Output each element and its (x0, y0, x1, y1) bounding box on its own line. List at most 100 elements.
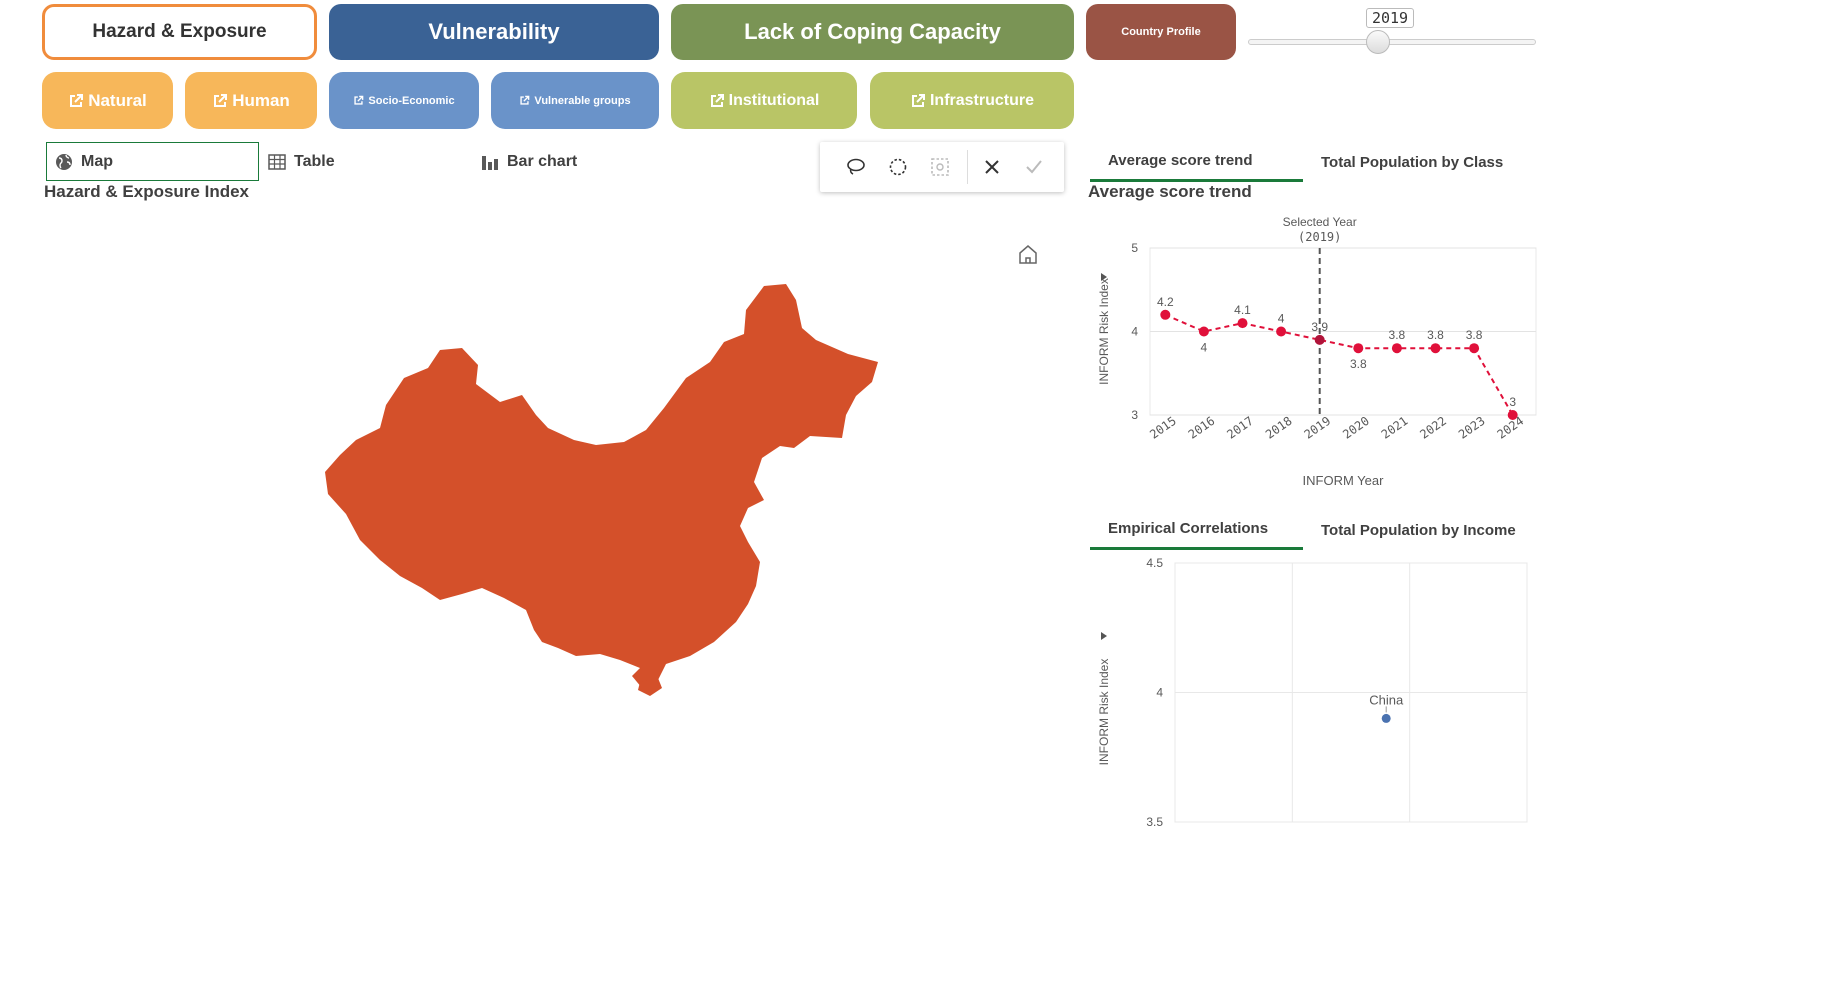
trend-chart-title: Average score trend (1088, 182, 1252, 201)
natural-button[interactable]: Natural (42, 72, 173, 129)
selected-year-annotation-value: (2019) (1298, 230, 1341, 244)
average-score-trend-chart[interactable]: Selected Year (2019) 4.2 4 4.1 4 3.9 3.8 3.8 3.… (1088, 206, 1538, 496)
trend-data-label: 4 (1201, 341, 1208, 355)
trend-data-label: 3.8 (1350, 357, 1367, 371)
natural-button-label: Natural (88, 90, 147, 110)
trend-data-point (1237, 318, 1248, 329)
trend-data-point (1353, 343, 1364, 354)
trend-y-tick-label: 5 (1131, 241, 1138, 255)
trend-x-tick-label: 2023 (1456, 414, 1488, 442)
trend-data-label: 3.9 (1311, 320, 1328, 334)
country-profile-label: Country Profile (1121, 26, 1201, 38)
year-slider[interactable]: 2019 (1248, 6, 1538, 56)
tab-average-score-trend[interactable]: Average score trend (1090, 142, 1303, 182)
selection-toolbar (820, 142, 1064, 192)
view-tab-table[interactable]: Table (268, 142, 468, 181)
hainan-island (638, 678, 662, 696)
tab-total-population-by-class[interactable]: Total Population by Class (1303, 142, 1538, 182)
country-profile-button[interactable]: Country Profile (1086, 4, 1236, 60)
trend-data-point (1430, 343, 1441, 354)
trend-y-axis-label: INFORM Risk Index (1097, 278, 1111, 385)
tab-average-score-trend-label: Average score trend (1108, 152, 1253, 169)
tab-vulnerability-label: Vulnerability (428, 19, 560, 44)
institutional-button[interactable]: Institutional (671, 72, 857, 129)
tab-lack-of-coping-capacity[interactable]: Lack of Coping Capacity (671, 4, 1074, 60)
human-button[interactable]: Human (185, 72, 317, 129)
view-tab-map-label: Map (81, 152, 113, 170)
trend-data-point (1314, 334, 1325, 345)
scatter-y-tick-label: 4 (1156, 686, 1163, 700)
confirm-selection-button[interactable] (1010, 142, 1058, 192)
selected-year-annotation: Selected Year (1283, 215, 1357, 229)
trend-data-point (1507, 410, 1518, 420)
expand-arrow-icon (1101, 632, 1107, 640)
tab-hazard-exposure[interactable]: Hazard & Exposure (42, 4, 317, 60)
scatter-data-point (1381, 713, 1391, 723)
circle-select-button[interactable] (874, 142, 922, 192)
trend-x-tick-label: 2016 (1186, 414, 1218, 442)
trend-data-point (1198, 326, 1209, 337)
cancel-selection-button[interactable] (968, 142, 1016, 192)
expand-arrow-icon (1101, 273, 1107, 281)
map-panel-title: Hazard & Exposure Index (44, 182, 250, 201)
tab-hazard-exposure-label: Hazard & Exposure (92, 21, 267, 42)
trend-x-axis-label: INFORM Year (1303, 473, 1385, 488)
socio-economic-button[interactable]: Socio-Economic (329, 72, 479, 129)
close-icon (985, 160, 999, 174)
trend-x-tick-label: 2015 (1147, 414, 1179, 442)
trend-data-point (1160, 309, 1171, 320)
year-slider-handle[interactable] (1366, 30, 1390, 54)
trend-data-point (1276, 326, 1287, 337)
map-home-button[interactable] (1016, 242, 1044, 270)
empirical-correlations-chart[interactable]: 4.5 4 3.5 China INFORM Risk Index (1088, 552, 1538, 842)
view-tab-bar-chart-label: Bar chart (507, 152, 578, 170)
toolbar-divider (967, 150, 968, 184)
lasso-icon (847, 158, 865, 175)
year-slider-value: 2019 (1366, 8, 1414, 28)
external-link-icon (520, 95, 530, 105)
tab-total-population-by-class-label: Total Population by Class (1321, 153, 1504, 171)
checkmark-icon (1026, 160, 1042, 174)
trend-x-tick-label: 2018 (1263, 414, 1295, 442)
tab-empirical-correlations[interactable]: Empirical Correlations (1090, 510, 1303, 550)
external-link-icon (911, 93, 925, 107)
tab-lack-of-coping-capacity-label: Lack of Coping Capacity (744, 19, 1001, 44)
trend-data-label: 3 (1509, 395, 1516, 409)
trend-data-label: 3.8 (1466, 328, 1483, 342)
china-map[interactable] (300, 270, 900, 710)
globe-icon (56, 153, 72, 170)
circle-select-icon (889, 158, 907, 176)
clear-selection-area-button[interactable] (916, 142, 964, 192)
scatter-y-tick-label: 4.5 (1146, 556, 1163, 570)
tab-total-population-by-income[interactable]: Total Population by Income (1303, 510, 1538, 550)
tab-total-population-by-income-label: Total Population by Income (1321, 521, 1516, 539)
trend-series-line (1164, 313, 1514, 416)
trend-x-tick-label: 2017 (1224, 414, 1256, 442)
year-slider-track[interactable] (1248, 39, 1536, 45)
scatter-y-tick-label: 3.5 (1146, 815, 1163, 829)
view-tab-map[interactable]: Map (46, 142, 259, 181)
dashed-area-icon (931, 158, 949, 176)
external-link-icon (214, 93, 228, 107)
trend-data-label: 3.8 (1389, 328, 1406, 342)
trend-x-tick-label: 2020 (1340, 414, 1372, 442)
bar-chart-icon (482, 155, 498, 170)
trend-data-label: 4 (1278, 312, 1285, 326)
tab-vulnerability[interactable]: Vulnerability (329, 4, 659, 60)
view-tab-bar-chart[interactable]: Bar chart (481, 142, 681, 181)
china-region (325, 284, 878, 688)
infrastructure-button[interactable]: Infrastructure (870, 72, 1074, 129)
trend-data-label: 4.2 (1157, 295, 1174, 309)
institutional-button-label: Institutional (728, 91, 820, 109)
vulnerable-groups-button[interactable]: Vulnerable groups (491, 72, 659, 129)
home-icon (1019, 245, 1037, 264)
external-link-icon (710, 93, 724, 107)
trend-y-tick-label: 4 (1131, 325, 1138, 339)
trend-x-tick-label: 2021 (1379, 414, 1411, 442)
external-link-icon (354, 95, 364, 105)
scatter-point-label: China (1369, 692, 1404, 707)
lasso-select-button[interactable] (832, 142, 880, 192)
socio-economic-button-label: Socio-Economic (368, 94, 455, 107)
scatter-y-axis-label: INFORM Risk Index (1097, 659, 1111, 766)
view-tab-table-label: Table (294, 152, 335, 170)
